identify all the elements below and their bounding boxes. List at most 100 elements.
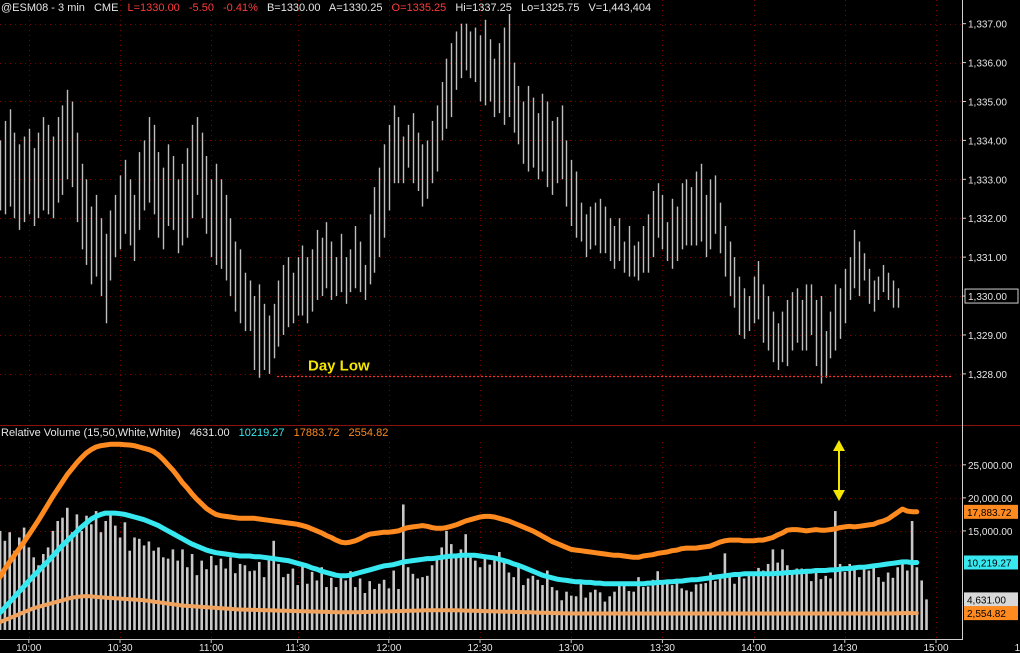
- volume-value-marker: [964, 504, 1018, 519]
- volume-bar: [651, 579, 655, 630]
- volume-bar: [94, 511, 98, 630]
- volume-bar: [238, 563, 242, 630]
- volume-value-marker: [964, 606, 1018, 621]
- x-tick-label: 11:00: [199, 643, 224, 653]
- volume-bar: [234, 573, 237, 630]
- volume-bar: [142, 545, 146, 630]
- volume-bar: [901, 561, 904, 630]
- volume-bar: [862, 568, 866, 630]
- volume-bar: [459, 549, 463, 630]
- volume-bar: [166, 558, 170, 630]
- volume-bar: [550, 587, 554, 630]
- volume-bar: [603, 601, 607, 630]
- volume-bar: [0, 530, 2, 630]
- price-panel-header: @ESM08 - 3 min CME L=1330.00 -5.50 -0.41…: [1, 2, 657, 14]
- volume-lower-band-line: [0, 594, 919, 625]
- volume-bar: [430, 565, 434, 630]
- volume-bar: [32, 557, 35, 630]
- volume-bar: [325, 587, 328, 630]
- volume-bar: [488, 564, 491, 630]
- double-arrow-up-head: [833, 440, 845, 451]
- last-price-marker: [964, 288, 1019, 304]
- price-y-tick-label: 1,332.00: [968, 214, 1007, 225]
- volume-bar: [810, 581, 813, 630]
- volume-bar: [642, 587, 645, 630]
- volume-bar: [776, 562, 779, 630]
- volume-bar: [565, 591, 568, 630]
- volume-bar: [22, 527, 26, 630]
- volume-value-marker-label: 4,631.00: [967, 595, 1006, 606]
- volume-bar: [181, 549, 184, 630]
- volume-bar: [205, 569, 208, 630]
- volume-bar: [483, 557, 487, 630]
- volume-bar: [450, 544, 453, 630]
- volume-bar: [42, 554, 45, 630]
- volume-bar: [253, 570, 256, 630]
- volume-bar: [195, 575, 199, 630]
- price-y-tick-label: 1,333.00: [968, 175, 1007, 186]
- volume-bar: [171, 549, 175, 630]
- volume-bar: [464, 534, 467, 630]
- price-y-tick-label: 1,336.00: [968, 59, 1007, 70]
- volume-bar: [421, 577, 424, 630]
- volume-bar: [435, 556, 439, 630]
- volume-bar: [666, 579, 669, 630]
- volume-bar: [814, 571, 818, 630]
- volume-bar: [162, 557, 165, 630]
- volume-bar: [469, 554, 472, 630]
- volume-bar: [925, 599, 928, 630]
- volume-bar: [152, 550, 155, 630]
- volume-bar: [738, 572, 741, 630]
- volume-bar: [123, 522, 127, 630]
- volume-bar: [531, 575, 535, 630]
- volume-bar: [805, 570, 808, 630]
- volume-bar: [334, 587, 338, 630]
- volume-bar: [786, 565, 789, 630]
- volume-bar: [685, 590, 688, 630]
- volume-bar: [872, 565, 875, 630]
- volume-bar: [445, 530, 448, 630]
- day-low-annotation: Day Low: [308, 358, 370, 375]
- volume-bar: [8, 532, 11, 630]
- volume-bar: [627, 591, 631, 630]
- volume-bar: [546, 570, 549, 630]
- volume-bar: [613, 591, 616, 630]
- volume-bar: [598, 592, 602, 630]
- volume-bar: [330, 577, 333, 630]
- volume-average-line: [0, 510, 920, 616]
- open-readout: O=1335.25: [391, 2, 447, 14]
- volume-bar: [848, 563, 851, 630]
- volume-bar: [790, 573, 794, 630]
- volume-bar: [258, 561, 261, 630]
- volume-bar: [579, 582, 583, 630]
- volume-bar: [301, 563, 304, 630]
- volume-panel-header: Relative Volume (15,50,White,White) 4631…: [1, 427, 394, 439]
- bid-readout: B=1330.00: [266, 2, 321, 14]
- volume-upper-band-line: [0, 441, 920, 580]
- volume-bar: [718, 575, 722, 630]
- volume-bar: [344, 580, 347, 630]
- volume-bar: [387, 588, 391, 630]
- volume-bar: [594, 589, 597, 630]
- volume-bar: [757, 567, 760, 630]
- volume-bar: [114, 525, 117, 630]
- volume-bar: [877, 577, 880, 630]
- volume-bar: [526, 578, 530, 630]
- volume-bar: [781, 549, 784, 630]
- volume-readout-lower: 2554.82: [348, 427, 389, 439]
- volume-bar: [478, 567, 482, 630]
- last-price-readout: L=1330.00: [127, 2, 180, 14]
- volume-bar: [680, 588, 683, 630]
- volume-bar: [214, 565, 218, 630]
- volume-bar: [541, 585, 544, 630]
- volume-bar: [493, 558, 496, 630]
- volume-bar: [358, 578, 362, 630]
- volume-bar: [66, 507, 69, 630]
- volume-bar: [243, 565, 247, 630]
- volume-bar: [507, 572, 511, 630]
- x-tick-label: 10:00: [16, 643, 41, 653]
- x-tick-label: 11:30: [285, 643, 310, 653]
- volume-bar: [555, 590, 559, 630]
- volume-bar: [824, 575, 827, 630]
